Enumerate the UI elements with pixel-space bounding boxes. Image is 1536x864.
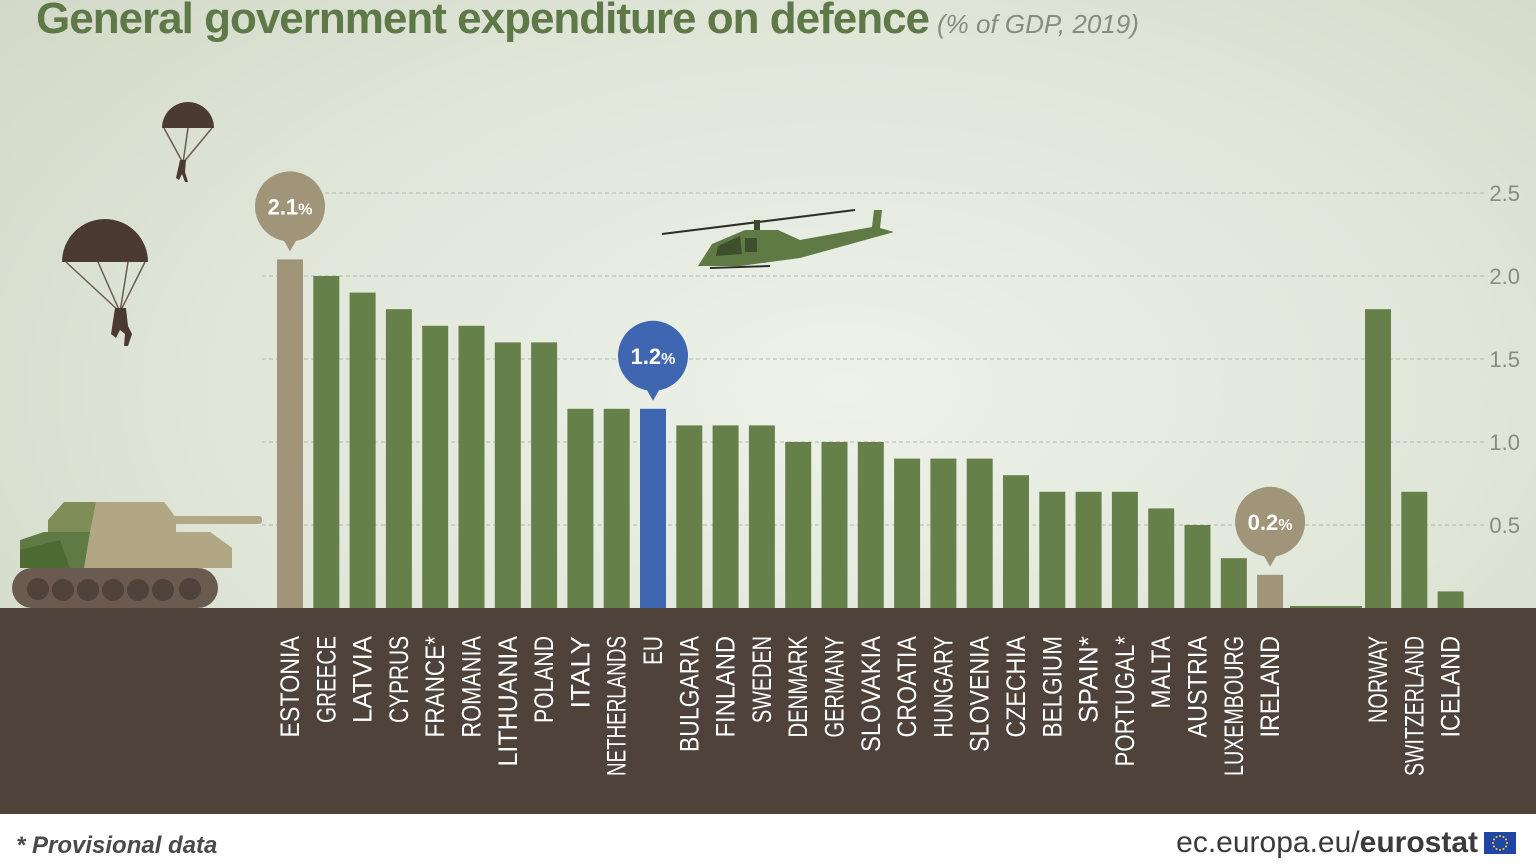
bar-switzerland — [1401, 491, 1428, 608]
callout-value: 0.2% — [1248, 510, 1293, 535]
title-text: General government expenditure on defenc… — [36, 0, 930, 43]
category-label: EU — [638, 636, 668, 665]
bar-france — [422, 325, 449, 608]
callout-eu: 1.2% — [618, 320, 688, 401]
parachutist-icon — [62, 219, 148, 346]
category-label: SWEDEN — [747, 636, 777, 723]
category-label: HUNGARY — [928, 636, 958, 738]
ground-band — [0, 608, 1536, 814]
category-label: DENMARK — [783, 636, 813, 738]
source-domain: ec.europa.eu/ — [1176, 826, 1360, 859]
bar-cyprus — [385, 309, 412, 608]
bar-croatia — [894, 458, 921, 608]
bar-norway — [1365, 309, 1391, 608]
bar-latvia — [349, 292, 376, 608]
callout-number: 0.2 — [1248, 510, 1279, 535]
callout-unit: % — [298, 201, 312, 218]
source-link[interactable]: ec.europa.eu/eurostat — [1176, 826, 1478, 860]
bar-italy — [567, 408, 594, 608]
bar-germany — [821, 442, 848, 608]
bar-spain — [1075, 491, 1102, 608]
category-label: ITALY — [565, 636, 595, 709]
source-brand: eurostat — [1359, 826, 1478, 859]
category-label: IRELAND — [1255, 636, 1285, 738]
category-label: POLAND — [529, 636, 559, 723]
bar-austria — [1184, 525, 1211, 608]
callout-estonia: 2.1% — [255, 171, 325, 252]
category-label: NETHERLANDS — [602, 636, 632, 776]
category-label: SLOVAKIA — [856, 636, 886, 752]
callout-ireland: 0.2% — [1235, 486, 1306, 567]
category-label: MALTA — [1146, 636, 1176, 709]
callout-value: 1.2% — [631, 344, 676, 369]
category-label: BULGARIA — [674, 636, 704, 752]
category-label: CYPRUS — [384, 636, 414, 723]
category-label: GERMANY — [820, 636, 850, 738]
bar-poland — [531, 342, 558, 608]
bar-bulgaria — [676, 425, 703, 608]
category-label: NORWAY — [1363, 636, 1393, 723]
bar-netherlands — [603, 408, 630, 608]
bar-romania — [458, 325, 485, 608]
callout-unit: % — [1278, 517, 1292, 534]
category-label: ICELAND — [1436, 636, 1466, 738]
bar-malta — [1148, 508, 1175, 608]
bar-belgium — [1039, 491, 1066, 608]
y-tick-label: 1.5 — [1489, 347, 1520, 372]
bar-denmark — [785, 442, 812, 608]
bar-finland — [712, 425, 739, 608]
bar-luxembourg — [1220, 558, 1247, 608]
category-label: FRANCE* — [420, 636, 450, 738]
bar-ireland — [1257, 574, 1284, 608]
callout-bubble — [618, 320, 688, 391]
helicopter-icon — [661, 209, 894, 269]
category-label: FINLAND — [711, 636, 741, 738]
y-tick-label: 2.5 — [1489, 181, 1520, 206]
category-label: CZECHIA — [1001, 636, 1031, 738]
category-label: ROMANIA — [457, 636, 487, 738]
eu-flag-icon — [1484, 832, 1516, 854]
footer — [0, 814, 1536, 864]
category-label: LITHUANIA — [493, 636, 523, 767]
category-label: LUXEMBOURG — [1219, 636, 1249, 776]
bar-slovenia — [966, 458, 993, 608]
callout-unit: % — [661, 351, 675, 368]
bar-slovakia — [857, 442, 884, 608]
tank-icon — [12, 502, 262, 608]
category-label: CROATIA — [892, 636, 922, 738]
category-label: SPAIN* — [1074, 636, 1104, 723]
callout-number: 2.1 — [268, 194, 299, 219]
bar-estonia — [277, 259, 303, 608]
bar-iceland — [1437, 591, 1464, 608]
bar-portugal — [1111, 491, 1138, 608]
y-tick-label: 1.0 — [1489, 430, 1520, 455]
category-label: PORTUGAL* — [1110, 636, 1140, 767]
category-label: ESTONIA — [275, 636, 305, 738]
bar-hungary — [930, 458, 957, 608]
category-label: AUSTRIA — [1183, 636, 1213, 738]
provisional-note: * Provisional data — [16, 832, 218, 859]
bar-lithuania — [494, 342, 521, 608]
category-label: SLOVENIA — [965, 636, 995, 752]
category-label: SWITZERLAND — [1399, 636, 1429, 776]
y-tick-label: 2.0 — [1489, 264, 1520, 289]
callout-bubble — [255, 171, 325, 242]
callout-value: 2.1% — [268, 194, 313, 219]
category-label: LATVIA — [348, 636, 378, 723]
callout-number: 1.2 — [631, 344, 662, 369]
bar-greece — [313, 276, 340, 608]
parachutist-icon — [162, 102, 214, 182]
chart-title: General government expenditure on defenc… — [36, 0, 1139, 44]
category-label: GREECE — [311, 636, 341, 723]
chart-subtitle: (% of GDP, 2019) — [937, 9, 1139, 39]
category-label: BELGIUM — [1037, 636, 1067, 738]
y-tick-label: 0.5 — [1489, 513, 1520, 538]
bar-czechia — [1003, 475, 1029, 608]
bar-eu — [640, 408, 666, 608]
bar-sweden — [748, 425, 775, 608]
callout-bubble — [1235, 486, 1306, 557]
